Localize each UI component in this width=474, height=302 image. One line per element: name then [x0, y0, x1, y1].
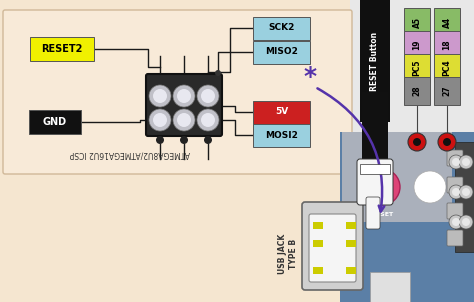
Text: 5V: 5V	[275, 108, 289, 117]
Bar	[350, 0, 474, 162]
Circle shape	[364, 169, 400, 205]
Bar	[346, 222, 356, 229]
Circle shape	[156, 136, 164, 144]
FancyBboxPatch shape	[434, 77, 460, 105]
Circle shape	[452, 218, 460, 226]
FancyBboxPatch shape	[404, 31, 430, 59]
Text: RESET: RESET	[371, 211, 393, 217]
Text: A5: A5	[412, 17, 421, 27]
Text: USB JACK
TYPE B: USB JACK TYPE B	[278, 234, 298, 274]
Text: RESET2: RESET2	[41, 44, 82, 54]
Text: GND: GND	[43, 117, 67, 127]
FancyBboxPatch shape	[29, 110, 81, 134]
Text: ATMEGA8U2/ATMEGA16U2 ICSP: ATMEGA8U2/ATMEGA16U2 ICSP	[70, 149, 190, 159]
Bar	[346, 240, 356, 247]
FancyBboxPatch shape	[404, 8, 430, 36]
Circle shape	[443, 138, 451, 146]
Circle shape	[197, 85, 219, 107]
Bar	[346, 267, 356, 274]
FancyBboxPatch shape	[404, 54, 430, 82]
Circle shape	[149, 109, 171, 131]
Bar	[313, 222, 323, 229]
FancyBboxPatch shape	[434, 8, 460, 36]
FancyBboxPatch shape	[302, 202, 363, 290]
Circle shape	[459, 185, 473, 199]
FancyBboxPatch shape	[254, 17, 310, 40]
Text: 18: 18	[443, 40, 452, 50]
FancyArrowPatch shape	[318, 88, 384, 211]
Circle shape	[414, 171, 446, 203]
Bar	[0, 0, 350, 162]
FancyBboxPatch shape	[254, 40, 310, 63]
Circle shape	[153, 89, 167, 103]
FancyBboxPatch shape	[3, 10, 352, 174]
Text: SCK2: SCK2	[269, 24, 295, 33]
Text: MOSI2: MOSI2	[265, 130, 299, 140]
Circle shape	[215, 70, 221, 76]
FancyBboxPatch shape	[434, 31, 460, 59]
Text: 28: 28	[412, 86, 421, 96]
Circle shape	[449, 215, 463, 229]
Circle shape	[153, 113, 167, 127]
FancyBboxPatch shape	[447, 203, 463, 219]
Text: PC5: PC5	[412, 60, 421, 76]
Circle shape	[413, 138, 421, 146]
Bar	[370, 272, 410, 302]
Circle shape	[449, 155, 463, 169]
Circle shape	[180, 136, 188, 144]
FancyBboxPatch shape	[254, 101, 310, 124]
Text: MISO2: MISO2	[265, 47, 299, 56]
Circle shape	[459, 155, 473, 169]
Circle shape	[173, 85, 195, 107]
Text: PC4: PC4	[443, 60, 452, 76]
Circle shape	[438, 133, 456, 151]
Circle shape	[449, 185, 463, 199]
Bar	[340, 132, 474, 302]
Text: *: *	[303, 65, 317, 89]
Circle shape	[452, 158, 460, 166]
FancyBboxPatch shape	[30, 37, 94, 61]
Circle shape	[462, 158, 470, 166]
FancyBboxPatch shape	[309, 214, 356, 282]
Circle shape	[149, 85, 171, 107]
Bar	[455, 142, 474, 252]
Circle shape	[408, 133, 426, 151]
Circle shape	[462, 188, 470, 196]
Circle shape	[177, 113, 191, 127]
Text: RESET Button: RESET Button	[371, 31, 380, 91]
Bar	[362, 92, 388, 172]
FancyBboxPatch shape	[357, 159, 393, 205]
Text: 27: 27	[443, 86, 452, 96]
FancyBboxPatch shape	[447, 177, 463, 193]
Circle shape	[197, 109, 219, 131]
FancyBboxPatch shape	[447, 230, 463, 246]
Bar	[342, 132, 452, 222]
Bar	[360, 164, 390, 174]
Text: A4: A4	[443, 16, 452, 27]
FancyBboxPatch shape	[447, 150, 463, 166]
Circle shape	[459, 215, 473, 229]
Circle shape	[204, 136, 212, 144]
Bar	[360, 0, 390, 122]
FancyBboxPatch shape	[146, 74, 222, 136]
Circle shape	[177, 89, 191, 103]
FancyBboxPatch shape	[366, 197, 380, 229]
FancyBboxPatch shape	[434, 54, 460, 82]
Bar	[313, 240, 323, 247]
Bar	[313, 267, 323, 274]
Circle shape	[201, 89, 215, 103]
FancyBboxPatch shape	[404, 77, 430, 105]
FancyBboxPatch shape	[254, 124, 310, 146]
Text: 19: 19	[412, 40, 421, 50]
Circle shape	[452, 188, 460, 196]
Circle shape	[462, 218, 470, 226]
Circle shape	[201, 113, 215, 127]
Circle shape	[173, 109, 195, 131]
